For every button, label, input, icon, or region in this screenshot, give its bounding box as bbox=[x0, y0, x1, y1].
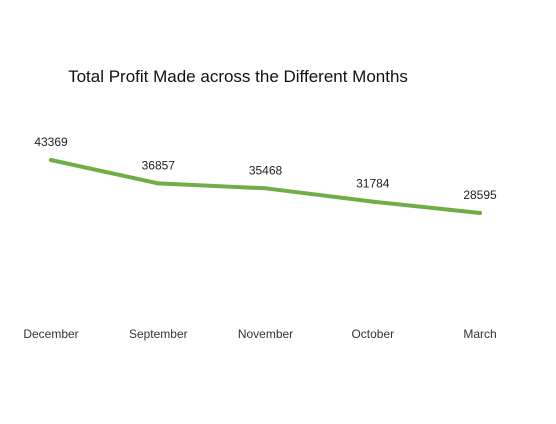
data-label: 28595 bbox=[463, 188, 497, 202]
data-label: 31784 bbox=[356, 177, 390, 191]
data-point bbox=[49, 158, 53, 162]
x-tick-label: March bbox=[463, 327, 496, 341]
data-label: 43369 bbox=[34, 135, 68, 149]
x-tick-label: October bbox=[351, 327, 394, 341]
data-point bbox=[478, 211, 482, 215]
data-label: 36857 bbox=[142, 158, 176, 172]
data-label: 35468 bbox=[249, 163, 283, 177]
data-labels: 43369 36857 35468 31784 28595 bbox=[34, 135, 497, 202]
chart-title: Total Profit Made across the Different M… bbox=[68, 67, 408, 86]
x-tick-label: September bbox=[129, 327, 188, 341]
x-tick-label: December bbox=[23, 327, 78, 341]
data-point bbox=[371, 200, 375, 204]
x-axis-ticks: December September November October March bbox=[23, 327, 496, 341]
data-point bbox=[264, 186, 268, 190]
x-tick-label: November bbox=[238, 327, 293, 341]
data-point bbox=[156, 181, 160, 185]
